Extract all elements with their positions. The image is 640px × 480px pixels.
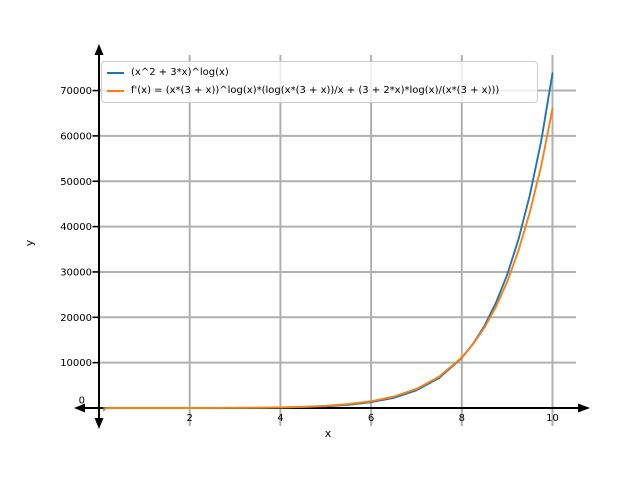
- curve-series-1: [102, 107, 554, 412]
- x-tick-label: 2: [187, 413, 193, 424]
- x-tick-label: 10: [546, 413, 559, 424]
- x-tick-label: 8: [459, 413, 465, 424]
- legend-label-f: (x^2 + 3*x)^log(x): [131, 67, 229, 79]
- y-axis-up-arrow: [94, 44, 104, 55]
- legend: (x^2 + 3*x)^log(x) f'(x) = (x*(3 + x))^l…: [101, 61, 538, 103]
- legend-entry-f: (x^2 + 3*x)^log(x): [107, 65, 531, 82]
- legend-entry-f-prime: f'(x) = (x*(3 + x))^log(x)*(log(x*(3 + x…: [107, 82, 531, 99]
- y-tick-label-origin: 0: [79, 396, 85, 407]
- y-tick-label: 30000: [60, 267, 92, 278]
- y-tick-label: 60000: [60, 131, 92, 142]
- x-axis-left-arrow: [74, 403, 85, 413]
- y-axis-down-arrow: [94, 418, 104, 429]
- y-tick-label: 40000: [60, 222, 92, 233]
- x-tick-label: 4: [277, 413, 283, 424]
- y-axis-label: y: [23, 239, 36, 247]
- curve-series-0: [102, 72, 554, 409]
- y-tick-label: 50000: [60, 177, 92, 188]
- legend-line-sample-f-prime: [107, 89, 124, 92]
- x-axis-right-arrow: [578, 403, 590, 413]
- y-tick-label: 10000: [60, 358, 92, 369]
- x-axis-label: x: [324, 427, 332, 440]
- y-tick-label: 70000: [60, 86, 92, 97]
- legend-label-f-prime: f'(x) = (x*(3 + x))^log(x)*(log(x*(3 + x…: [131, 84, 500, 96]
- y-tick-label: 20000: [60, 313, 92, 324]
- x-tick-label: 6: [368, 413, 374, 424]
- legend-line-sample-f: [107, 72, 124, 75]
